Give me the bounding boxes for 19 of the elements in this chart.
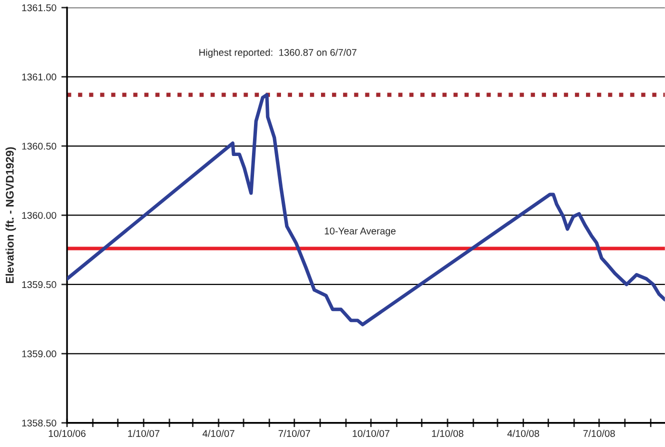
y-tick-label: 1361.00	[22, 74, 56, 80]
x-tick-label: 1/10/08	[432, 430, 464, 437]
y-tick-label: 1359.50	[22, 281, 56, 288]
x-tick-label: 10/10/07	[352, 430, 390, 437]
x-tick-label: 7/10/08	[583, 430, 615, 437]
y-tick-label: 1359.00	[22, 350, 56, 358]
y-tick-label: 1360.50	[22, 142, 56, 150]
x-tick-label: 1/10/07	[128, 430, 160, 437]
y-tick-label: 1361.50	[22, 4, 56, 12]
y-tick-label: 1358.50	[22, 420, 56, 426]
x-tick-label: 7/10/07	[278, 430, 310, 437]
x-tick-label: 4/10/08	[507, 430, 540, 437]
annotation: Highest reported: 1360.87 on 6/7/07	[199, 48, 356, 58]
y-tick-label: 1360.00	[22, 212, 56, 219]
x-tick-label: 4/10/07	[202, 430, 234, 437]
y-axis-title: Elevation (ft. - NGVD1929)	[6, 147, 16, 284]
ref-line-label: 10-Year Average	[324, 228, 396, 236]
line-series	[67, 93, 665, 326]
x-tick-label: 10/10/06	[48, 430, 86, 437]
